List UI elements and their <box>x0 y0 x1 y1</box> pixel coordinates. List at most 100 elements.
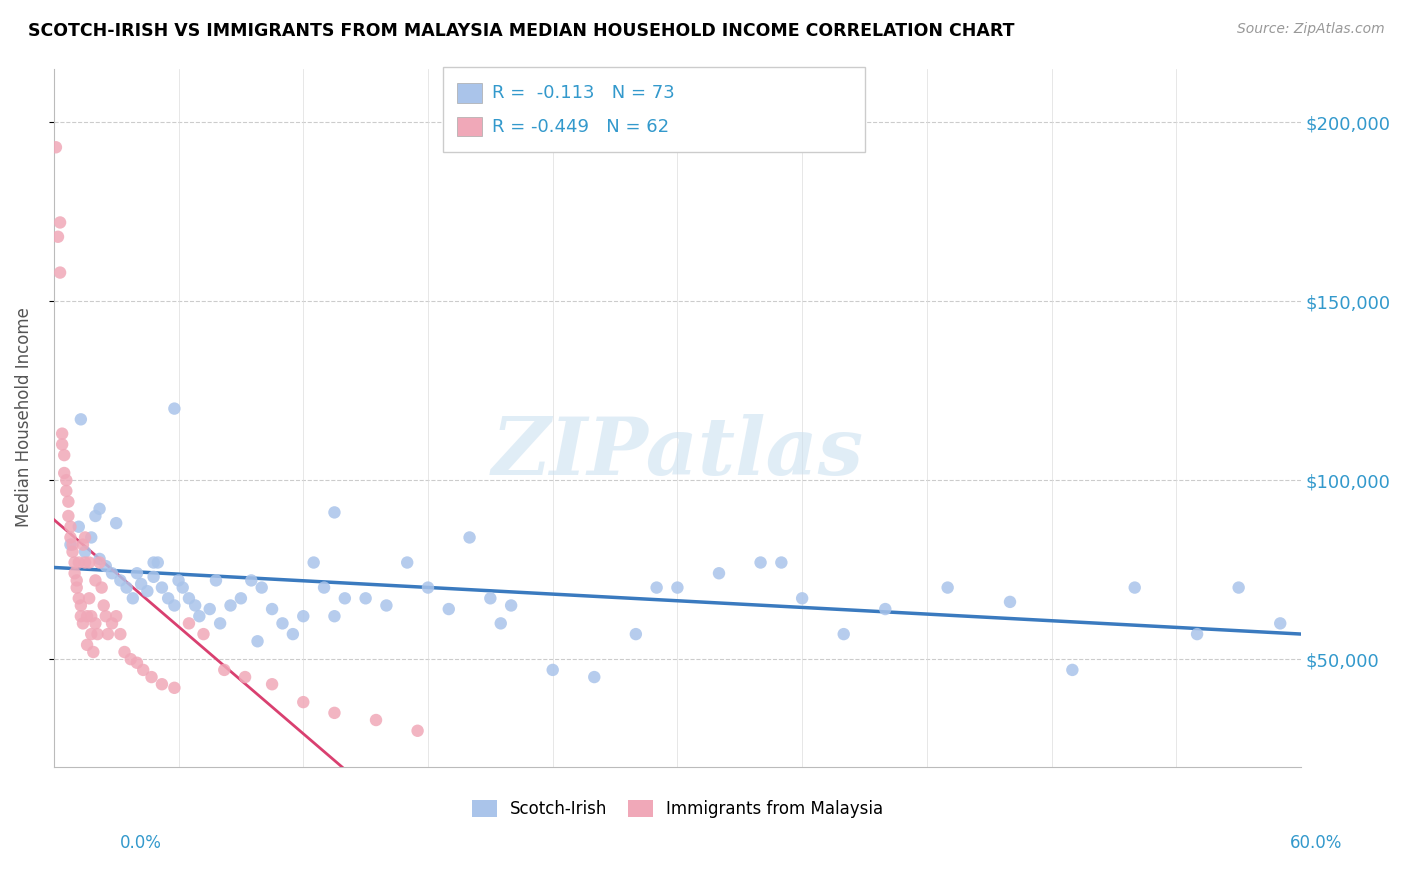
Point <box>1062 663 1084 677</box>
Text: R =  -0.113   N = 73: R = -0.113 N = 73 <box>492 84 675 102</box>
Point <box>73 531 96 545</box>
Point <box>94 559 117 574</box>
Point <box>271 616 294 631</box>
Point <box>770 556 793 570</box>
Text: 60.0%: 60.0% <box>1291 834 1343 852</box>
Text: ZIPatlas: ZIPatlas <box>491 414 863 491</box>
Point <box>110 627 132 641</box>
Point <box>437 602 460 616</box>
Point <box>832 627 855 641</box>
Point <box>1227 581 1250 595</box>
Point <box>82 645 104 659</box>
Point <box>150 677 173 691</box>
Point <box>105 609 128 624</box>
Point <box>93 599 115 613</box>
Point <box>292 695 315 709</box>
Point <box>70 412 93 426</box>
Point <box>58 494 80 508</box>
Point <box>205 574 228 588</box>
Point <box>172 581 194 595</box>
Point <box>46 229 69 244</box>
Y-axis label: Median Household Income: Median Household Income <box>15 308 32 527</box>
Point <box>157 591 180 606</box>
Point <box>281 627 304 641</box>
Point <box>67 556 90 570</box>
Point <box>479 591 502 606</box>
Point <box>312 581 335 595</box>
Point <box>150 581 173 595</box>
Point <box>86 627 108 641</box>
Point <box>67 591 90 606</box>
Point <box>323 609 346 624</box>
Point <box>302 556 325 570</box>
Point <box>66 574 89 588</box>
Point <box>129 577 152 591</box>
Point <box>72 616 94 631</box>
Point <box>132 663 155 677</box>
Point <box>624 627 647 641</box>
Point <box>110 574 132 588</box>
Point <box>105 516 128 530</box>
Point <box>188 609 211 624</box>
Point <box>501 599 523 613</box>
Point <box>89 501 111 516</box>
Point <box>375 599 398 613</box>
Point <box>364 713 387 727</box>
Point <box>163 599 186 613</box>
Point <box>59 519 82 533</box>
Point <box>49 215 72 229</box>
Point <box>792 591 814 606</box>
Point <box>354 591 377 606</box>
Point <box>323 505 346 519</box>
Legend: Scotch-Irish, Immigrants from Malaysia: Scotch-Irish, Immigrants from Malaysia <box>465 793 890 824</box>
Point <box>167 574 190 588</box>
Point <box>1123 581 1146 595</box>
Point <box>333 591 356 606</box>
Point <box>583 670 606 684</box>
Point <box>219 599 242 613</box>
Point <box>125 566 148 581</box>
Point <box>163 681 186 695</box>
Point <box>292 609 315 624</box>
Point <box>89 556 111 570</box>
Point <box>120 652 142 666</box>
Point <box>76 609 98 624</box>
Point <box>97 627 120 641</box>
Point <box>209 616 232 631</box>
Point <box>177 616 200 631</box>
Point <box>416 581 439 595</box>
Point <box>121 591 143 606</box>
Point <box>645 581 668 595</box>
Point <box>58 508 80 523</box>
Point <box>163 401 186 416</box>
Point <box>1270 616 1292 631</box>
Text: R = -0.449   N = 62: R = -0.449 N = 62 <box>492 118 669 136</box>
Point <box>77 556 100 570</box>
Point <box>177 591 200 606</box>
Text: Source: ZipAtlas.com: Source: ZipAtlas.com <box>1237 22 1385 37</box>
Point <box>94 609 117 624</box>
Point <box>70 599 93 613</box>
Point <box>80 627 103 641</box>
Point <box>146 556 169 570</box>
Point <box>193 627 215 641</box>
Point <box>90 581 112 595</box>
Point <box>707 566 730 581</box>
Point <box>76 638 98 652</box>
Point <box>240 574 263 588</box>
Point <box>262 602 284 616</box>
Point <box>233 670 256 684</box>
Point <box>80 531 103 545</box>
Point <box>489 616 512 631</box>
Point <box>51 426 73 441</box>
Point <box>142 556 165 570</box>
Point <box>541 663 564 677</box>
Point <box>214 663 236 677</box>
Point <box>229 591 252 606</box>
Point <box>125 656 148 670</box>
Point <box>84 616 107 631</box>
Point <box>101 566 124 581</box>
Point <box>115 581 138 595</box>
Point <box>70 609 93 624</box>
Point <box>77 591 100 606</box>
